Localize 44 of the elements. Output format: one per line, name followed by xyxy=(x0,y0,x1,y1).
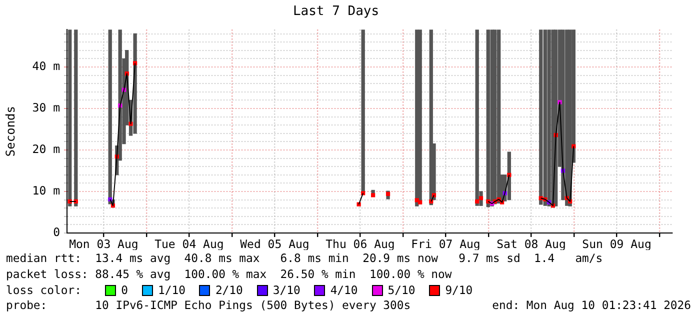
x-tick-label: Thu 06 Aug xyxy=(326,236,395,251)
text: probe: 10 IPv6-ICMP Echo Pings (500 Bytes) every 300s xyxy=(6,298,411,314)
legend-label: 9/10 xyxy=(445,282,473,298)
bar xyxy=(547,30,551,206)
bar xyxy=(68,30,72,206)
legend-label: 3/10 xyxy=(272,282,300,298)
legend-title: loss color: xyxy=(6,282,82,298)
bar xyxy=(497,30,501,204)
y-tick-label: 40 m xyxy=(32,58,60,73)
legend-label: 2/10 xyxy=(215,282,243,298)
y-tick-label: 30 m xyxy=(32,100,60,114)
x-tick-label: Fri 07 Aug xyxy=(411,236,480,251)
x-tick-label: Mon 03 Aug xyxy=(69,236,138,251)
point xyxy=(418,200,422,204)
bar xyxy=(475,30,479,206)
x-tick-label: Wed 05 Aug xyxy=(240,236,310,251)
bar xyxy=(543,30,547,206)
legend-label: 4/10 xyxy=(330,282,358,298)
bar xyxy=(415,30,419,206)
x-tick-label: Tue 04 Aug xyxy=(154,236,224,251)
text: median rtt: 13.4 ms avg 40.8 ms max 6.8 ms min 20.9 ms now 9.7 ms sd 1.4 am/s xyxy=(6,251,604,267)
bar xyxy=(565,30,569,206)
text: end: Mon Aug 10 01:23:41 2026 xyxy=(492,298,691,314)
legend-label: 1/10 xyxy=(158,282,186,298)
bar xyxy=(74,30,78,206)
y-tick-label: 10 m xyxy=(32,183,60,198)
point xyxy=(475,199,480,204)
bar xyxy=(539,30,543,205)
point xyxy=(478,196,484,200)
y-tick-label: 0 xyxy=(53,224,60,239)
point xyxy=(414,198,419,202)
x-tick-label: Sun 09 Aug xyxy=(582,236,652,251)
y-axis-title: Seconds xyxy=(3,106,18,157)
point xyxy=(371,193,376,198)
legend-label: 0 xyxy=(121,282,128,298)
y-tick-label: 20 m xyxy=(32,142,60,156)
chart-title: Last 7 Days xyxy=(292,4,380,20)
bar xyxy=(486,30,490,208)
legend-label: 5/10 xyxy=(388,282,416,298)
text: packet loss: 88.45 % avg 100.00 % max 26.50 % min 100.00 % now xyxy=(6,266,453,283)
x-tick-label: Sat 08 Aug xyxy=(496,236,566,251)
bar xyxy=(108,30,112,204)
bar xyxy=(493,30,497,204)
point xyxy=(386,192,390,196)
